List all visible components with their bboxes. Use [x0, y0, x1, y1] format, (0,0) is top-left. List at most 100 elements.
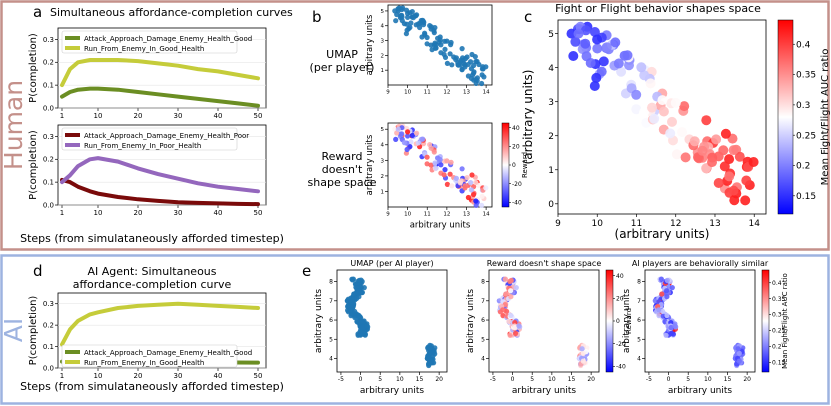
chart-b-umap-point	[444, 60, 450, 66]
chart-b-umap-point	[449, 62, 455, 68]
chart-d-xtick-label: 50	[254, 372, 263, 380]
chart-e-umap-ytick-label: 5	[329, 336, 333, 343]
chart-d-axes: 1 10 20 30 40 50 0.0 0.1 0.2 0.3 P(completion) Atta…	[28, 292, 267, 380]
chart-e-ratio-point	[662, 318, 668, 324]
chart-e-reward-point	[506, 318, 512, 324]
chart-a-top-xtick-label: 1	[60, 112, 64, 120]
chart-d-xtick-label: 10	[94, 372, 103, 380]
chart-e-ratio-point	[736, 358, 742, 364]
chart-b-umap-point	[442, 46, 448, 53]
chart-e-ratio-frame	[644, 269, 756, 373]
chart-b-umap-point	[431, 29, 437, 36]
chart-e-ratio-xtick-label: -5	[646, 376, 652, 383]
chart-a-top-ytick-label: 0.3	[43, 36, 54, 44]
chart-b-reward-point	[415, 140, 421, 146]
chart-e-reward-xlabel: arbitrary units	[512, 386, 576, 396]
chart-b-reward-point	[459, 166, 465, 172]
chart-b-reward-point	[399, 131, 405, 137]
chart-b-reward-colorbar-tick-label: 40	[512, 125, 520, 132]
chart-c-xtick-label: 12	[670, 219, 681, 229]
chart-a-top-series-1	[60, 58, 260, 88]
chart-b-umap-point	[409, 14, 415, 20]
chart-e-ratio-point	[736, 350, 742, 356]
chart-e-ratio-xtick-label: 20	[743, 376, 751, 383]
chart-c-point	[729, 195, 740, 206]
chart-b-umap-point	[405, 14, 411, 20]
chart-b-umap-frame	[387, 4, 493, 86]
chart-e-ratio-point	[663, 332, 669, 338]
panel-d-title-line1: AI Agent: Simultaneous	[87, 265, 216, 278]
chart-b-umap-point	[483, 64, 489, 70]
chart-b-reward-point	[447, 171, 453, 177]
chart-c-colorbar-tick-label: 0.3	[796, 101, 810, 111]
chart-b-reward-point	[433, 165, 439, 171]
chart-b-reward-point	[479, 193, 485, 199]
chart-e-reward-xtick-label: -5	[490, 376, 496, 383]
chart-c-point	[589, 27, 600, 37]
chart-e-ratio-point	[669, 285, 675, 291]
chart-e-umap-point	[356, 312, 362, 319]
chart-b-umap-point	[427, 23, 433, 29]
chart-b-umap-point	[462, 64, 468, 70]
chart-b-reward-point	[479, 202, 485, 208]
chart-a-bottom-legend-entry-0: Attack_Approach_Damage_Enemy_Health_Poor	[84, 132, 249, 140]
chart-b-umap-ytick-label: 1	[381, 68, 385, 74]
chart-e-reward-axes: -5 0 5 10 15 20 4 5 6 7 8 arbitrary units arbitrary …	[466, 259, 601, 396]
chart-b-umap-point	[404, 27, 410, 33]
chart-a-bottom-xtick-label: 40	[214, 209, 223, 217]
chart-b-reward-point	[441, 172, 447, 178]
chart-e-ratio-ytick-label: 6	[637, 317, 641, 324]
chart-b-reward-colorbar: 40 20 0 -20 -40 Reward	[501, 122, 529, 208]
chart-e-umap-ytick-label: 4	[329, 356, 333, 363]
chart-b-reward-colorbar-tick-label: -20	[512, 181, 522, 188]
chart-c-ytick-label: 2	[548, 132, 554, 142]
chart-b-reward-point	[448, 159, 454, 165]
chart-e-umap-xtick-label: 10	[396, 376, 404, 383]
chart-e-reward-point	[516, 323, 522, 329]
chart-a-top-ytick-label: 0.1	[43, 82, 54, 90]
chart-c-point	[667, 116, 677, 127]
chart-c-ytick-label: 4	[548, 64, 554, 74]
chart-e-reward-colorbar-tick-label: -40	[616, 363, 626, 370]
chart-e-umap-axes: -5 0 5 10 15 20 4 5 6 7 8 arbitrary units arbitrary …	[314, 259, 448, 396]
chart-b-reward-ytick-label: 1	[381, 189, 385, 195]
chart-b-reward-point	[483, 185, 489, 191]
chart-c-xtick-label: 14	[748, 219, 760, 229]
panel-a-xlabel: Steps (from simulataneously afforded tim…	[20, 232, 284, 245]
chart-a-bottom-series-1	[60, 156, 260, 194]
chart-d-xtick-label: 1	[60, 372, 64, 380]
chart-a-bottom-legend	[61, 127, 238, 151]
chart-b-umap-ytick-label: 2	[381, 53, 385, 59]
chart-b-reward-point	[431, 149, 437, 155]
chart-e-ratio-point	[656, 307, 662, 313]
chart-c-xtick-label: 9	[555, 219, 561, 229]
chart-b-reward-ylabel: arbitrary units	[365, 134, 375, 195]
chart-b-umap-xtick-label: 11	[424, 90, 431, 96]
chart-c-point	[570, 36, 581, 47]
panel-b-umap-label: UMAP (per player)	[310, 48, 375, 74]
panel-letter-d: d	[33, 262, 43, 280]
chart-e-ratio-axes: -5 0 5 10 15 20 4 5 6 7 8 arbitrary units arbitrary …	[622, 259, 769, 396]
chart-a-top-xtick-label: 40	[214, 112, 223, 120]
chart-e-reward-ytick-label: 6	[481, 317, 485, 324]
chart-e-reward-colorbar-tick-label: 0	[616, 318, 620, 325]
chart-c-colorbar-tick-label: 0.35	[796, 71, 816, 81]
chart-e-umap-frame	[336, 269, 448, 373]
chart-b-reward-point	[414, 130, 420, 136]
chart-b-umap-point	[395, 8, 401, 14]
chart-e-reward-colorbar-tick-label: -20	[616, 341, 626, 348]
chart-c-point	[568, 51, 579, 61]
chart-b-umap-xtick-label: 12	[443, 90, 450, 96]
chart-e-ratio-colorbar-label: Mean Fight/Flight AUC ratio	[781, 273, 789, 369]
chart-c-ylabel: (arbitrary units)	[521, 70, 535, 165]
chart-b-reward-colorbar-label: Reward	[521, 152, 529, 178]
chart-d-ytick-label: 0.0	[43, 364, 54, 372]
chart-e-umap-ytick-label: 7	[329, 298, 333, 305]
chart-b-reward-point	[424, 154, 430, 160]
chart-e-ratio-xtick-label: 10	[704, 376, 712, 383]
chart-b-reward-point	[457, 180, 463, 186]
chart-e-umap-point	[428, 358, 434, 364]
chart-b-reward-xtick-label: 14	[483, 212, 490, 218]
chart-b-umap-point	[405, 10, 411, 17]
